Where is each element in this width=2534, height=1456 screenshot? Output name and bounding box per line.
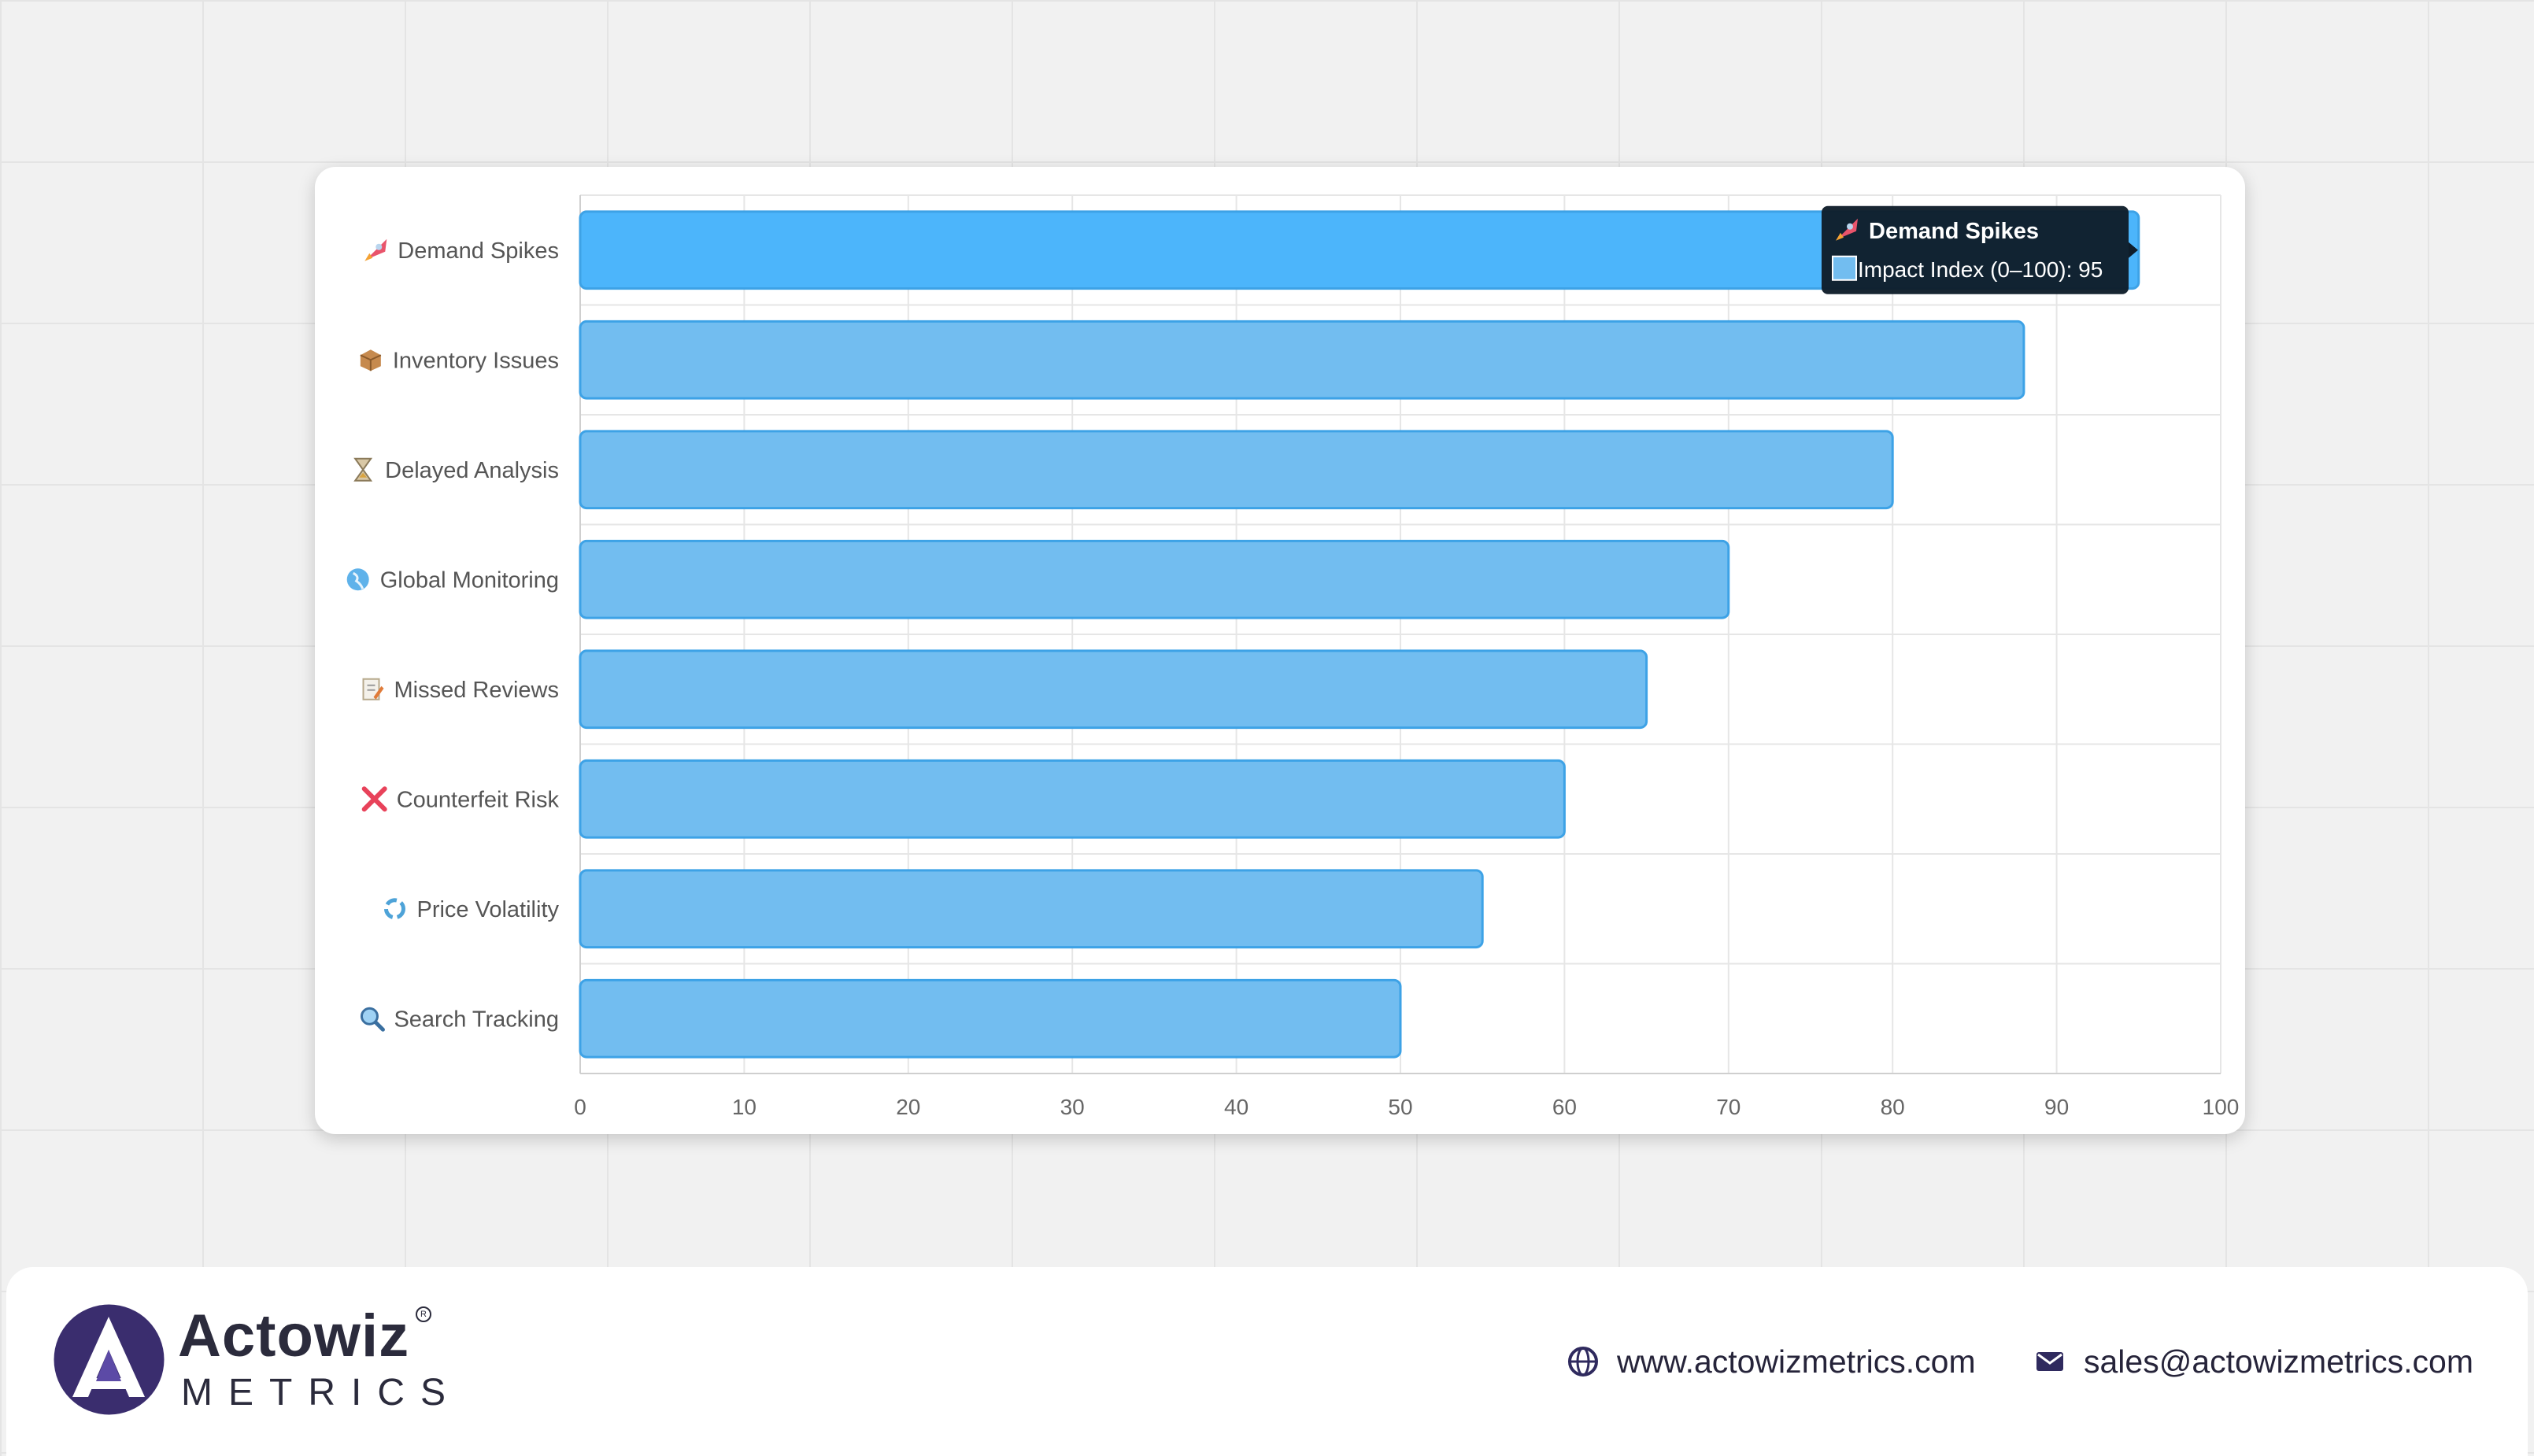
- category-label: Demand Spikes: [398, 238, 559, 264]
- package-icon: [360, 349, 382, 371]
- category-label: Price Volatility: [416, 897, 559, 922]
- category-label: Missed Reviews: [394, 678, 560, 703]
- x-tick-label: 50: [1388, 1095, 1412, 1119]
- email-link[interactable]: sales@actowizmetrics.com: [2084, 1343, 2474, 1380]
- x-tick-label: 90: [2044, 1095, 2069, 1119]
- bar: [579, 430, 1894, 510]
- tooltip: Demand Spikes Impact Index (0–100): 95: [1822, 205, 2138, 294]
- actowiz-logo-icon: [54, 1304, 165, 1415]
- globe-icon: [346, 568, 369, 591]
- x-tick-label: 20: [896, 1095, 920, 1119]
- cycle-icon: [383, 898, 405, 920]
- globe-icon: [1568, 1347, 1598, 1377]
- magnifier-icon: [360, 1007, 385, 1032]
- envelope-icon: [2036, 1352, 2063, 1371]
- x-tick-label: 70: [1716, 1095, 1741, 1119]
- website-link[interactable]: www.actowizmetrics.com: [1617, 1343, 1976, 1380]
- x-tick-label: 0: [574, 1095, 586, 1119]
- email-contact[interactable]: sales@actowizmetrics.com: [2033, 1342, 2473, 1381]
- x-tick-label: 80: [1881, 1095, 1905, 1119]
- cross-mark-icon: [361, 786, 387, 812]
- memo-icon: [362, 678, 384, 700]
- tooltip-caret: [2129, 242, 2138, 258]
- bar: [579, 759, 1566, 839]
- rocket-icon: [364, 238, 387, 261]
- brand-subtitle: METRICS: [181, 1372, 461, 1414]
- tooltip-title: Demand Spikes: [1869, 219, 2039, 244]
- tooltip-box: [1822, 205, 2129, 294]
- bar: [579, 869, 1484, 949]
- category-label: Delayed Analysis: [385, 458, 559, 483]
- x-tick-label: 10: [732, 1095, 757, 1119]
- bar: [579, 978, 1402, 1059]
- x-tick-label: 60: [1552, 1095, 1577, 1119]
- bar: [579, 539, 1730, 619]
- category-label: Search Tracking: [394, 1007, 559, 1032]
- category-label: Counterfeit Risk: [397, 787, 560, 812]
- bar: [579, 210, 2140, 290]
- category-label: Global Monitoring: [380, 567, 559, 593]
- x-tick-label: 30: [1060, 1095, 1085, 1119]
- website-contact[interactable]: www.actowizmetrics.com: [1567, 1342, 1976, 1381]
- bar: [579, 649, 1648, 730]
- x-tick-label: 100: [2203, 1095, 2240, 1119]
- registered-mark-icon: R: [416, 1306, 431, 1322]
- chart-card: 0 10 20 30 40 50 60 70 80 90 100 Demand Spikes Inven…: [315, 167, 2245, 1134]
- tooltip-value: Impact Index (0–100): 95: [1858, 257, 2103, 282]
- bar: [579, 320, 2025, 400]
- x-tick-label: 40: [1224, 1095, 1249, 1119]
- category-label: Inventory Issues: [393, 348, 559, 373]
- rocket-icon: [1836, 218, 1858, 241]
- tooltip-swatch: [1832, 255, 1857, 281]
- hourglass-icon: [353, 457, 373, 482]
- brand-name: Actowiz: [178, 1303, 410, 1369]
- bar-chart: 0 10 20 30 40 50 60 70 80 90 100 Demand Spikes Inven…: [346, 194, 2240, 1119]
- footer: Actowiz R METRICS www.actowizmetrics.com…: [6, 1267, 2528, 1456]
